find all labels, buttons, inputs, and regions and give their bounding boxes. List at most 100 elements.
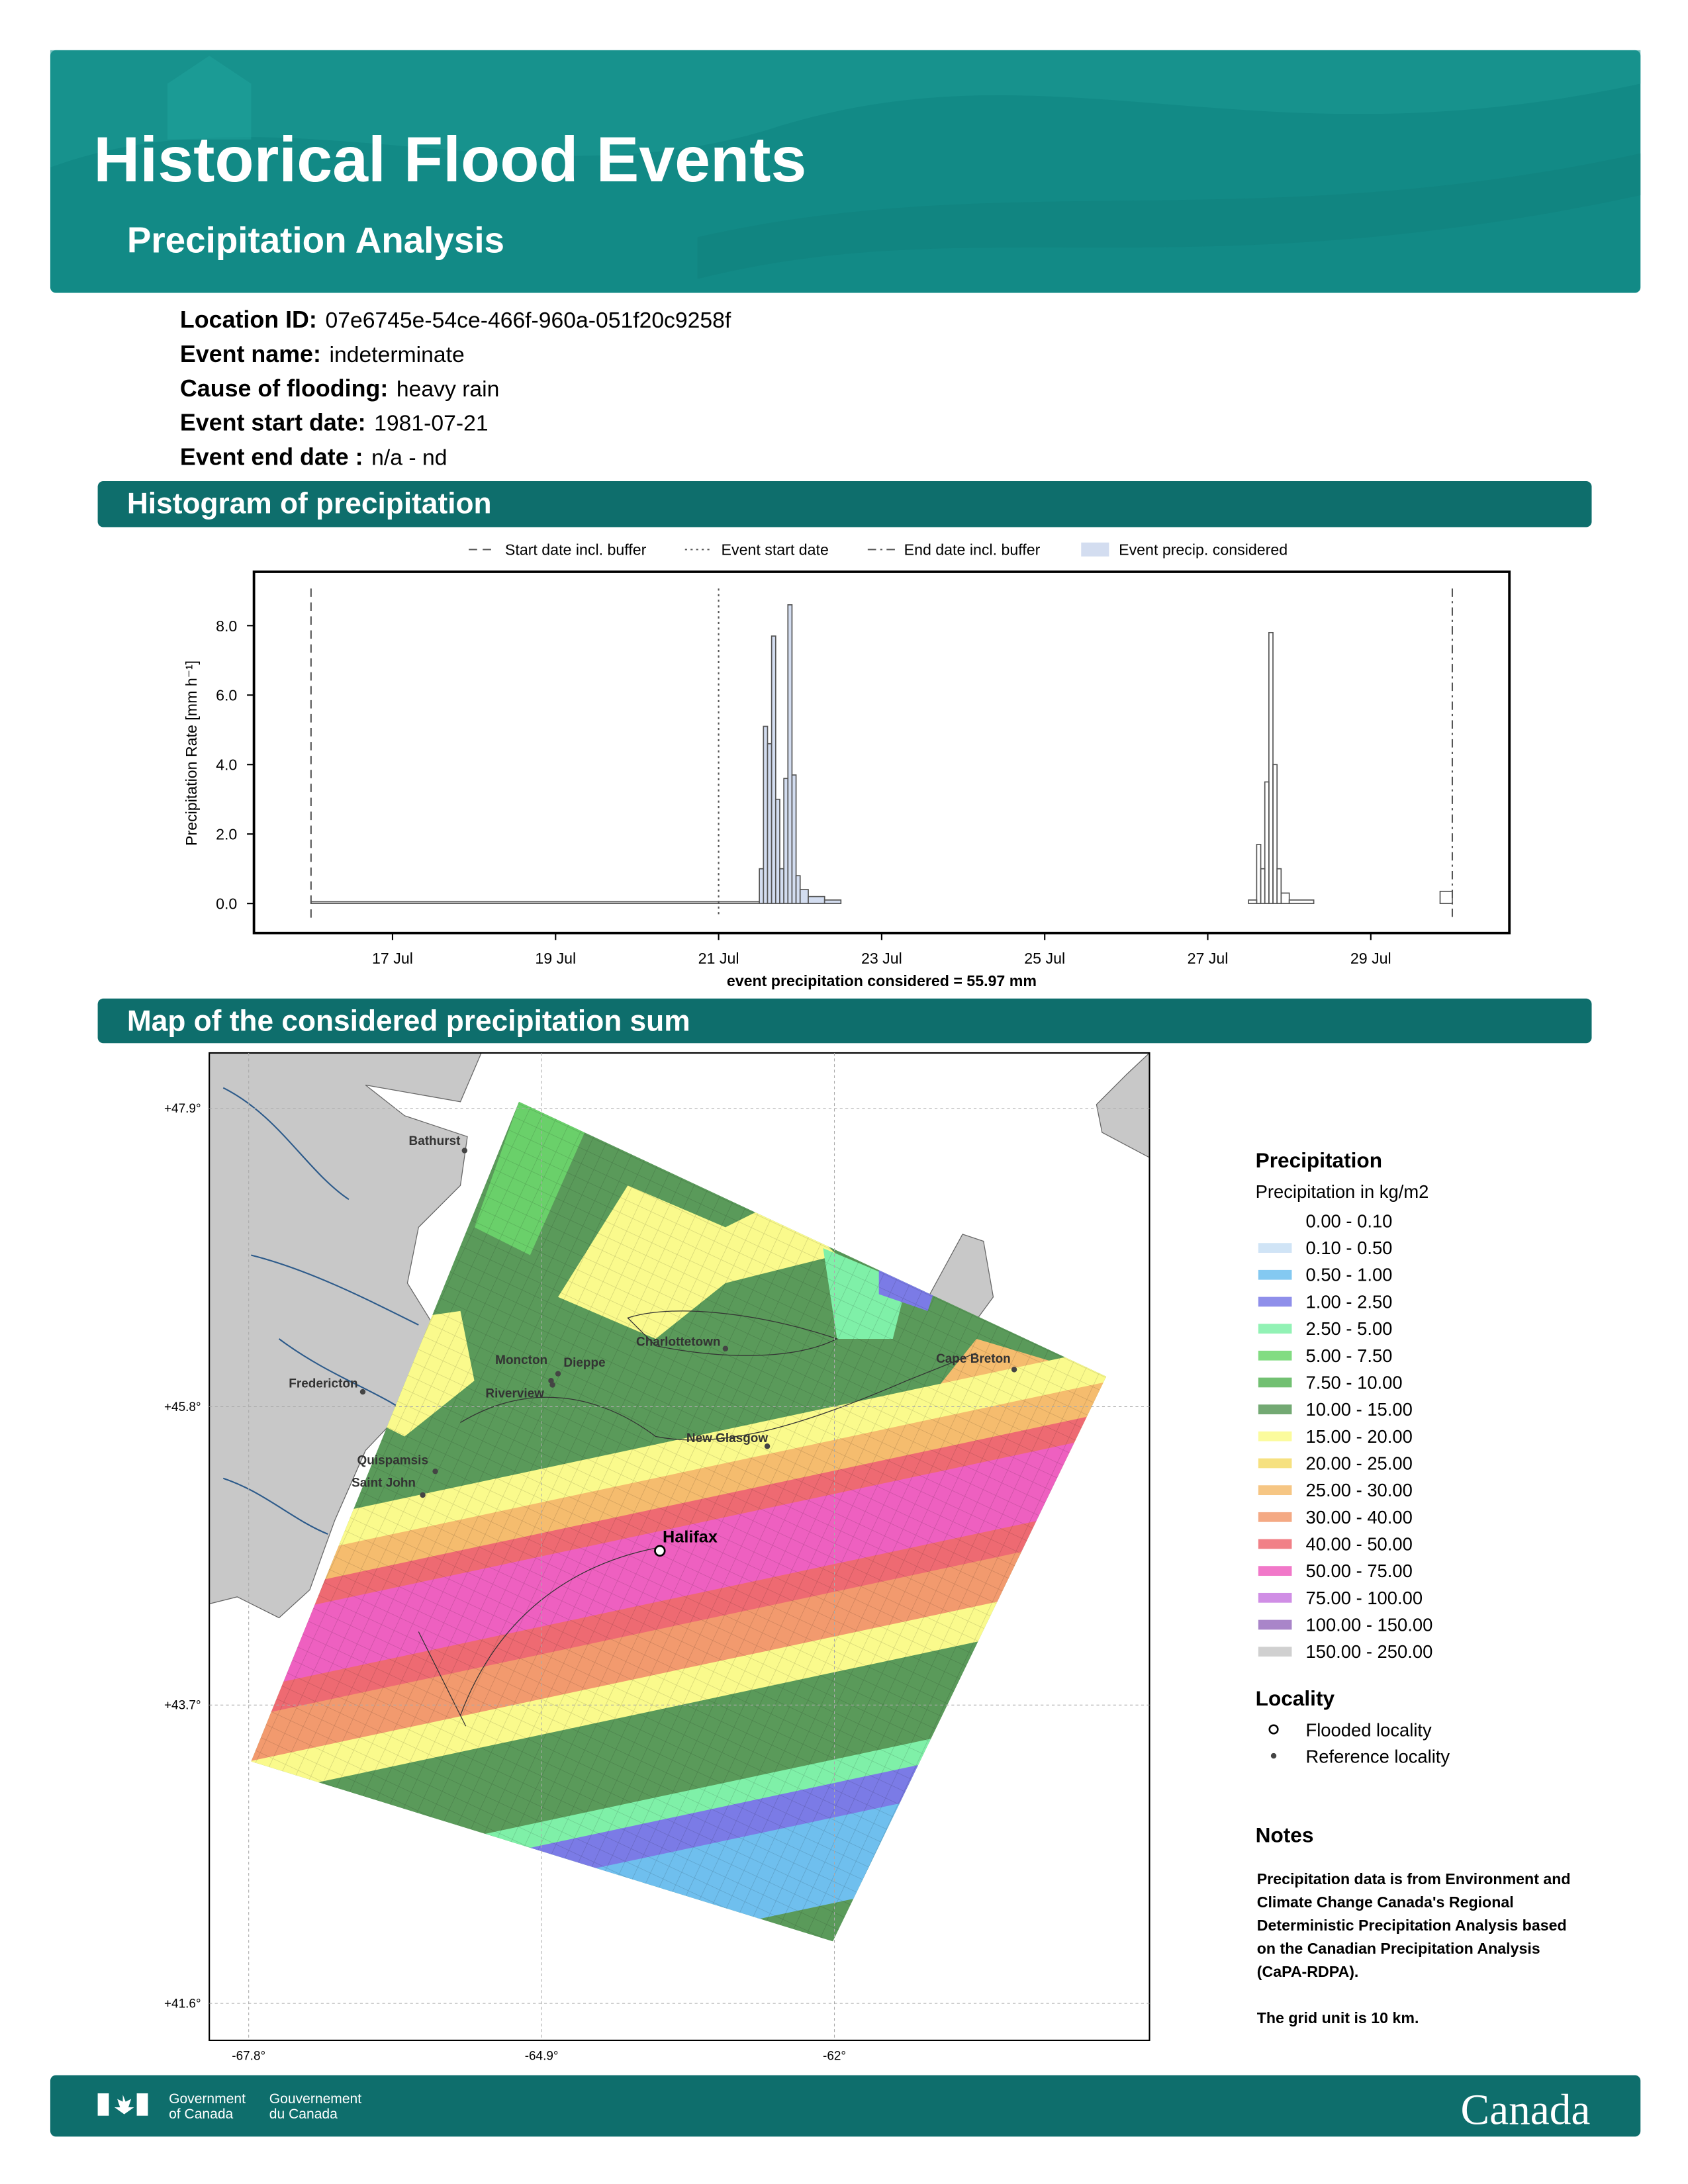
- bar: [763, 725, 769, 905]
- bar: [767, 743, 773, 905]
- info: Location ID: 07e6745e-54ce-466f-960a-051f…: [180, 306, 731, 470]
- info-row: Cause of flooding: heavy rain: [180, 375, 499, 402]
- info-value: 1981-07-21: [374, 411, 488, 436]
- legend-swatch: [1258, 1458, 1292, 1469]
- legend-label: 50.00 - 75.00: [1306, 1561, 1413, 1581]
- info-row: Location ID: 07e6745e-54ce-466f-960a-051f…: [180, 306, 731, 333]
- info-value: n/a - nd: [371, 445, 447, 471]
- info-label: Event start date:: [180, 410, 366, 436]
- lat-tick-label: +43.7°: [164, 1699, 201, 1713]
- x-tick-label: 23 Jul: [861, 950, 902, 967]
- legend-label: 0.50 - 1.00: [1306, 1265, 1393, 1285]
- legend-swatch: [1258, 1216, 1292, 1226]
- info-label: Cause of flooding:: [180, 375, 388, 402]
- note-line: Deterministic Precipitation Analysis bas…: [1257, 1917, 1567, 1934]
- y-tick-label: 4.0: [216, 756, 237, 774]
- y-axis-label: Precipitation Rate [mm h⁻¹]: [183, 660, 200, 846]
- locality-label: Fredericton: [289, 1377, 357, 1391]
- info-row: Event name: indeterminate: [180, 341, 465, 367]
- info-row: Event end date : n/a - nd: [180, 444, 447, 471]
- locality-label: Saint John: [352, 1476, 416, 1490]
- legend-label: Event precip. considered: [1119, 541, 1288, 559]
- legend-label: 150.00 - 250.00: [1306, 1641, 1433, 1662]
- map-legend: Precipitation Precipitation in kg/m2 0.00 …: [1256, 1148, 1571, 2026]
- bar: [779, 868, 784, 905]
- bar: [787, 604, 793, 905]
- bar: [1276, 868, 1282, 905]
- bar: [795, 875, 801, 905]
- note-line: on the Canadian Precipitation Analysis: [1257, 1940, 1540, 1957]
- note-line: Climate Change Canada's Regional: [1257, 1893, 1514, 1911]
- legend-label: 20.00 - 25.00: [1306, 1453, 1413, 1473]
- note-line: Precipitation data is from Environment a…: [1257, 1870, 1571, 1888]
- legend-label: End date incl. buffer: [904, 541, 1041, 559]
- y-tick-label: 2.0: [216, 826, 237, 843]
- legend-swatch: [1258, 1512, 1292, 1522]
- bar: [1260, 868, 1266, 905]
- flag-bar: [136, 2093, 148, 2116]
- flag-leaf: [114, 2095, 134, 2115]
- info-row: Event start date: 1981-07-21: [180, 410, 489, 436]
- info-label: Event end date :: [180, 444, 363, 471]
- x-tick-label: 25 Jul: [1024, 950, 1065, 967]
- gov-fr: Gouvernement: [269, 2091, 361, 2107]
- legend-label: 15.00 - 20.00: [1306, 1426, 1413, 1447]
- locality-label: New Glasgow: [686, 1432, 768, 1445]
- legend-label: 0.10 - 0.50: [1306, 1238, 1393, 1258]
- bar: [1248, 899, 1258, 905]
- reference-locality: [1011, 1367, 1017, 1373]
- info-value: indeterminate: [330, 342, 465, 367]
- coastline: [418, 1352, 977, 1727]
- locality-label: Charlottetown: [636, 1336, 720, 1349]
- y-tick-label: 8.0: [216, 617, 237, 635]
- flag-bar: [97, 2093, 109, 2116]
- bar: [1268, 631, 1274, 905]
- legend-label: 10.00 - 15.00: [1306, 1399, 1413, 1420]
- y-tick-label: 6.0: [216, 687, 237, 704]
- locality-label: Bathurst: [409, 1134, 461, 1148]
- legend-swatch: [1258, 1539, 1292, 1549]
- legend-label: 40.00 - 50.00: [1306, 1533, 1413, 1554]
- wordmark: Canada: [1461, 2086, 1591, 2134]
- reference-locality: [555, 1371, 561, 1377]
- section-title: Map of the considered precipitation sum: [127, 1005, 690, 1037]
- reference-locality: [359, 1388, 366, 1395]
- legend-label: 7.50 - 10.00: [1306, 1372, 1403, 1392]
- reference-locality: [549, 1382, 555, 1388]
- reference-locality: [461, 1148, 468, 1154]
- x-tick-label: 19 Jul: [535, 950, 576, 967]
- bar: [808, 895, 825, 905]
- legend-swatch: [1258, 1485, 1292, 1496]
- legend-label: 5.00 - 7.50: [1306, 1345, 1393, 1366]
- x-tick-label: 21 Jul: [698, 950, 739, 967]
- legend-swatch: [1258, 1592, 1292, 1603]
- legend-swatch: [1258, 1243, 1292, 1253]
- bar: [1288, 899, 1315, 905]
- legend-title: Precipitation: [1256, 1148, 1382, 1172]
- bar: [1272, 764, 1278, 905]
- legend-swatch: [1258, 1404, 1292, 1414]
- legend-label: 1.00 - 2.50: [1306, 1291, 1393, 1312]
- bar: [774, 798, 780, 905]
- legend-swatch: [1258, 1297, 1292, 1307]
- legend-swatch: [1258, 1647, 1292, 1657]
- plot-frame: [252, 570, 1511, 934]
- legend-label: Flooded locality: [1306, 1720, 1432, 1741]
- header-wave: [697, 153, 1641, 279]
- legend-swatch: [1258, 1566, 1292, 1576]
- reference-locality: [432, 1468, 438, 1475]
- bar: [1264, 781, 1270, 905]
- legend-marker: [1268, 1724, 1279, 1735]
- legend-swatch: [1258, 1324, 1292, 1334]
- legend-label: Start date incl. buffer: [505, 541, 647, 559]
- locality-label: Dieppe: [563, 1356, 605, 1370]
- x-tick-label: 27 Jul: [1188, 950, 1229, 967]
- bar: [771, 635, 776, 905]
- note-line: (CaPA-RDPA).: [1257, 1963, 1359, 1980]
- bar: [799, 889, 809, 905]
- legend-label: 25.00 - 30.00: [1306, 1480, 1413, 1500]
- flooded-locality: [654, 1545, 666, 1557]
- gov-en: Government: [169, 2091, 246, 2107]
- reference-locality: [764, 1443, 771, 1449]
